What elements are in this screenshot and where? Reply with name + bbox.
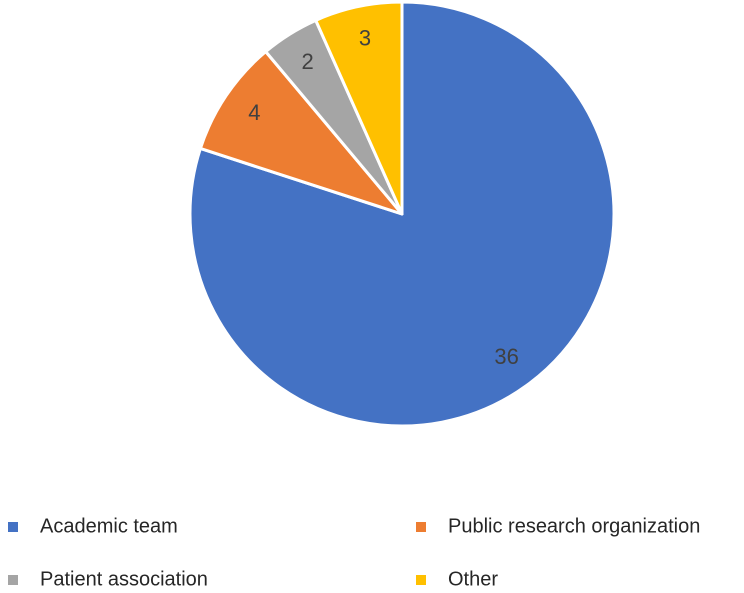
data-label: 36 bbox=[494, 344, 518, 369]
data-label: 2 bbox=[302, 49, 314, 74]
legend-label: Other bbox=[448, 568, 498, 590]
legend-swatch bbox=[416, 522, 426, 532]
pie-slice bbox=[314, 0, 404, 216]
legend-swatch bbox=[416, 575, 426, 585]
legend-label: Public research organization bbox=[448, 515, 700, 537]
legend-swatch bbox=[8, 575, 18, 585]
legend-label: Patient association bbox=[40, 568, 208, 590]
legend-swatch bbox=[8, 522, 18, 532]
data-label: 3 bbox=[359, 26, 371, 51]
legend-label: Academic team bbox=[40, 515, 178, 537]
pie-slice bbox=[198, 50, 404, 216]
data-label: 4 bbox=[248, 100, 260, 125]
